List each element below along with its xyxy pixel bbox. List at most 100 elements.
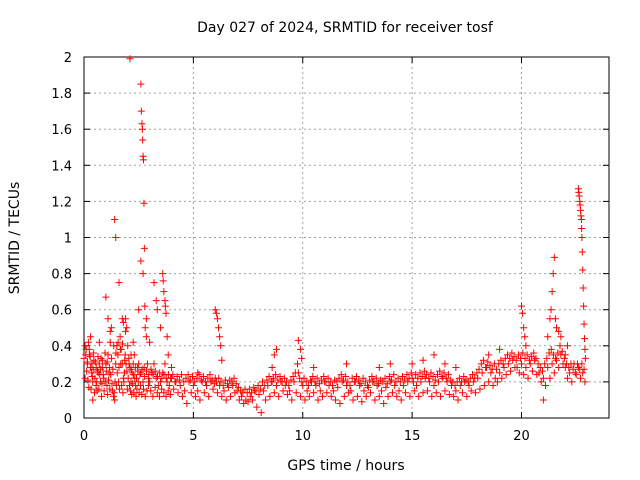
data-point (455, 374, 463, 382)
data-point (102, 360, 110, 368)
data-point (336, 400, 344, 408)
data-point (413, 382, 420, 390)
data-point (133, 385, 141, 393)
data-point (571, 369, 579, 377)
data-point (344, 378, 352, 386)
data-point (493, 365, 501, 373)
data-point (579, 369, 587, 377)
data-point (473, 369, 481, 377)
data-point (150, 360, 158, 368)
data-point (366, 376, 374, 384)
data-point (91, 389, 98, 397)
data-point (255, 391, 263, 399)
data-point (118, 315, 126, 323)
data-point (110, 342, 118, 350)
data-point (143, 367, 151, 375)
data-point (132, 363, 140, 371)
data-point (491, 374, 499, 382)
data-point (442, 374, 450, 382)
data-point (356, 382, 364, 390)
data-point (105, 376, 112, 384)
data-point (452, 387, 460, 395)
data-point (386, 360, 394, 368)
data-point (202, 378, 210, 386)
data-point (97, 365, 105, 373)
data-point (482, 363, 490, 371)
data-point (153, 389, 161, 397)
data-point (175, 376, 183, 384)
data-point (362, 392, 370, 400)
data-point (244, 398, 252, 406)
data-point (125, 360, 133, 368)
data-point (123, 385, 131, 393)
data-point (83, 367, 91, 375)
data-point (119, 318, 127, 326)
data-point (105, 363, 113, 371)
data-point (108, 380, 116, 388)
data-point (99, 371, 107, 379)
data-point (268, 363, 276, 371)
data-point (248, 396, 256, 404)
data-point (129, 338, 137, 346)
data-point (534, 360, 542, 368)
data-point (115, 385, 123, 393)
data-point (440, 369, 448, 377)
data-point (141, 392, 149, 400)
data-point (286, 387, 294, 395)
data-point (378, 387, 385, 395)
data-point (269, 374, 277, 382)
data-point (502, 371, 510, 379)
data-point (572, 371, 580, 379)
data-point (431, 376, 439, 384)
data-point (375, 392, 383, 400)
data-point (438, 372, 446, 380)
data-point (307, 376, 315, 384)
data-point (118, 382, 126, 390)
data-point (349, 396, 357, 404)
data-point (124, 374, 132, 382)
data-point (280, 374, 288, 382)
y-tick-label: 1.2 (51, 195, 72, 210)
data-point (273, 382, 280, 390)
data-point (159, 270, 167, 278)
data-point (128, 369, 136, 377)
data-point (148, 369, 156, 377)
data-point (119, 389, 127, 397)
data-point (430, 382, 438, 390)
x-tick-label: 15 (404, 429, 421, 444)
data-point (522, 363, 530, 371)
y-tick-label: 1.6 (51, 123, 72, 138)
data-point (324, 374, 332, 382)
data-point (224, 383, 232, 391)
data-point (548, 360, 556, 368)
data-point (104, 315, 112, 323)
data-point (419, 389, 427, 397)
data-point (496, 345, 504, 353)
data-point (167, 374, 175, 382)
data-point (353, 372, 361, 380)
data-point (418, 372, 426, 380)
data-point (541, 360, 549, 368)
data-point (578, 224, 586, 232)
data-point (485, 351, 493, 359)
data-point (567, 360, 575, 368)
data-point (397, 396, 405, 404)
data-point (539, 367, 546, 375)
data-point (138, 125, 146, 133)
data-point (420, 367, 428, 375)
data-point (309, 372, 317, 380)
data-point (419, 356, 427, 364)
data-point (151, 367, 159, 375)
data-point (368, 372, 376, 380)
data-point (444, 371, 452, 379)
data-point (357, 380, 365, 388)
data-point (127, 365, 135, 373)
data-point (480, 382, 488, 390)
data-point (252, 387, 260, 395)
data-point (126, 55, 134, 63)
data-point (224, 380, 231, 388)
data-point (289, 372, 297, 380)
data-point (102, 293, 110, 301)
data-point (539, 396, 547, 404)
data-point (88, 369, 96, 377)
